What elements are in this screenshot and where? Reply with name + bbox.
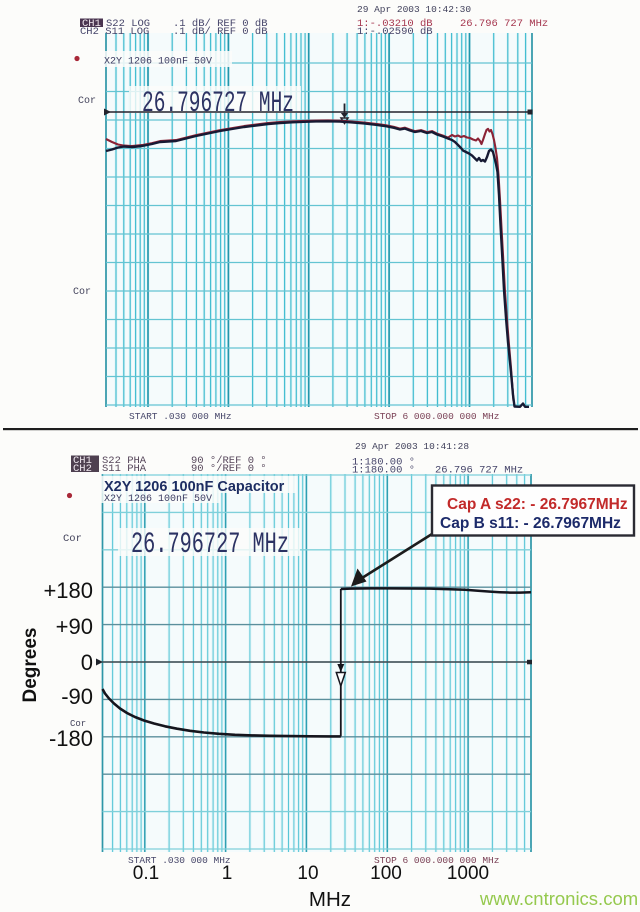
svg-text:S11 PHA: S11 PHA — [102, 463, 147, 475]
svg-text:START .030 000 MHz: START .030 000 MHz — [129, 411, 232, 422]
svg-text:10: 10 — [297, 863, 318, 884]
svg-text:.1 dB/ REF 0 dB: .1 dB/ REF 0 dB — [173, 18, 268, 30]
svg-text:-180: -180 — [49, 726, 93, 751]
svg-text:CH2 S11 LOG: CH2 S11 LOG — [80, 26, 149, 38]
svg-text:29 Apr 2003 10:42:30: 29 Apr 2003 10:42:30 — [357, 4, 471, 15]
svg-text:26.796727 MHz: 26.796727 MHz — [131, 528, 289, 562]
svg-text:Cor: Cor — [63, 533, 82, 545]
svg-text:STOP 6 000.000 000 MHz: STOP 6 000.000 000 MHz — [374, 855, 499, 866]
svg-text:90 °/REF 0 °: 90 °/REF 0 ° — [191, 463, 267, 475]
svg-text:S22 LOG: S22 LOG — [106, 18, 150, 30]
svg-text:X2Y 1206 100nF Capacitor: X2Y 1206 100nF Capacitor — [104, 479, 285, 495]
svg-text:Cor: Cor — [70, 719, 86, 729]
svg-text:.1 dB/ REF 0 dB: .1 dB/ REF 0 dB — [173, 26, 268, 38]
svg-text:100: 100 — [370, 863, 402, 884]
svg-text:X2Y 1206 100nF 50V: X2Y 1206 100nF 50V — [104, 494, 212, 505]
svg-text:S22 PHA: S22 PHA — [102, 455, 147, 467]
svg-text:1:180.00 °: 1:180.00 ° — [352, 457, 415, 469]
svg-text:0: 0 — [81, 650, 93, 675]
svg-text:-90: -90 — [61, 684, 93, 709]
svg-text:Cap A s22: - 26.7967MHz: Cap A s22: - 26.7967MHz — [447, 496, 628, 513]
svg-text:1000: 1000 — [447, 863, 489, 884]
svg-text:STOP 6 000.000 000 MHz: STOP 6 000.000 000 MHz — [374, 411, 499, 422]
svg-text:90 °/REF 0 °: 90 °/REF 0 ° — [191, 455, 267, 467]
svg-text:1: 1 — [222, 863, 233, 884]
svg-text:Degrees: Degrees — [20, 628, 41, 703]
svg-text:CH1: CH1 — [73, 455, 92, 467]
svg-text:Cor: Cor — [78, 96, 96, 107]
svg-text:29 Apr 2003 10:41:28: 29 Apr 2003 10:41:28 — [355, 441, 469, 452]
svg-text:START .030 000 MHz: START .030 000 MHz — [128, 855, 231, 866]
svg-text:+180: +180 — [43, 578, 93, 603]
svg-text:+90: +90 — [56, 614, 93, 639]
svg-text:1:-.03210 dB: 1:-.03210 dB — [357, 18, 433, 30]
svg-text:26.796 727 MHz: 26.796 727 MHz — [460, 18, 548, 30]
svg-text:www.cntronics.com: www.cntronics.com — [479, 888, 638, 909]
svg-text:CH2: CH2 — [73, 463, 92, 475]
svg-text:MHz: MHz — [309, 888, 351, 911]
svg-text:1:-.02590 dB: 1:-.02590 dB — [357, 26, 433, 38]
svg-text:CH1: CH1 — [82, 18, 101, 30]
svg-text:26.796727 MHz: 26.796727 MHz — [142, 87, 294, 121]
svg-text:1:180.00 °: 1:180.00 ° — [352, 465, 415, 477]
svg-text:26.796 727 MHz: 26.796 727 MHz — [435, 465, 523, 477]
svg-text:Cap B s11: - 26.7967MHz: Cap B s11: - 26.7967MHz — [440, 515, 621, 532]
svg-text:0.1: 0.1 — [133, 863, 159, 884]
svg-text:Cor: Cor — [73, 287, 91, 298]
svg-text:X2Y 1206 100nF 50V: X2Y 1206 100nF 50V — [104, 57, 212, 68]
